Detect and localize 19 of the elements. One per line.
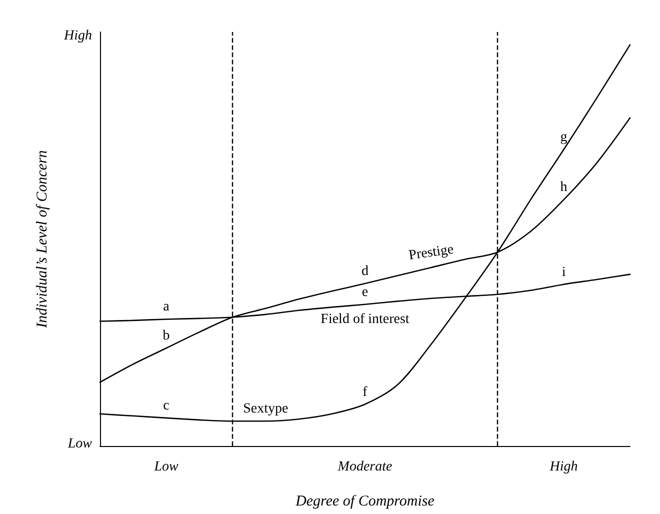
y-axis-title: Individual’s Level of Concern	[34, 150, 50, 329]
x-tick-label: Moderate	[336, 460, 392, 474]
x-axis-title: Degree of Compromise	[294, 494, 435, 510]
annotation: c	[163, 398, 170, 414]
x-tick-label: High	[548, 460, 578, 474]
annotation: b	[162, 328, 170, 344]
text: High	[63, 28, 92, 44]
x-tick-label: Low	[153, 460, 179, 474]
annotation: f	[362, 384, 368, 400]
series-label: Field of interest	[320, 312, 410, 327]
annotation: i	[562, 264, 566, 280]
text: Prestige	[408, 242, 455, 264]
text: Low	[66, 436, 93, 452]
annotation: g	[560, 130, 568, 146]
annotation: a	[163, 300, 170, 315]
annotation: e	[362, 284, 368, 300]
annotation: h	[560, 180, 568, 196]
annotation: d	[362, 264, 368, 280]
series-label: Sextype	[243, 401, 288, 416]
